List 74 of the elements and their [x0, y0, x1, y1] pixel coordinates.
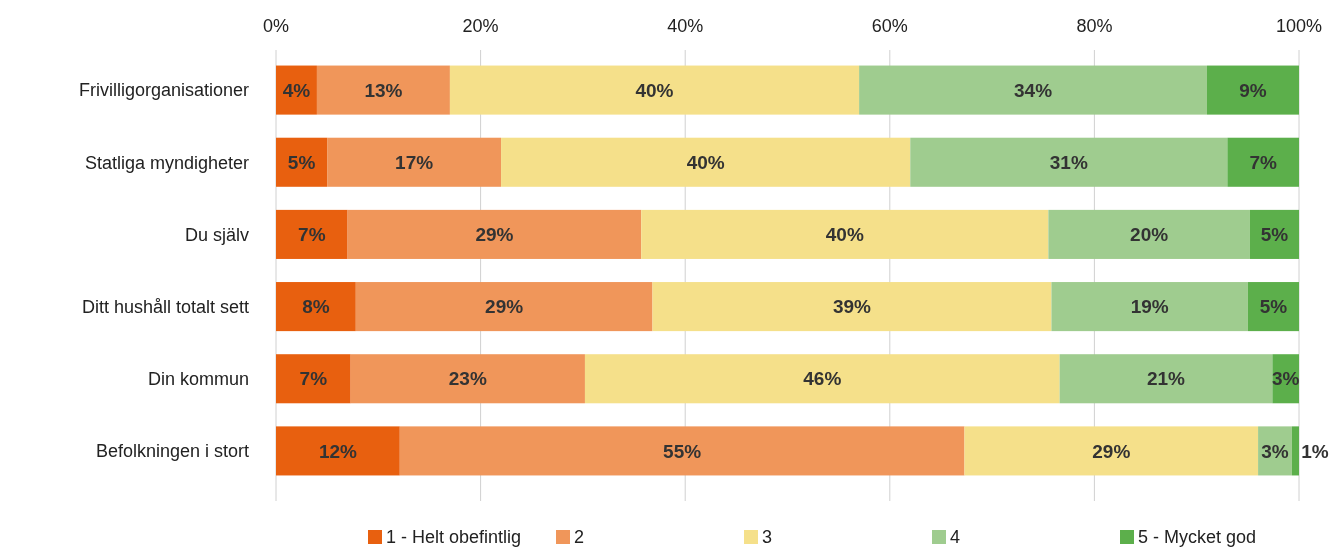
bar	[276, 426, 400, 476]
y-tick-label: Frivilligorganisationer	[78, 80, 249, 101]
data-label: 40%	[686, 151, 725, 173]
data-label: 19%	[1130, 296, 1169, 318]
legend-label: 1 - Helt obefintlig	[386, 527, 522, 547]
bar	[584, 354, 1060, 404]
y-tick-label: Befolkningen i stort	[95, 441, 249, 462]
data-label: 5%	[1260, 224, 1289, 246]
bar	[276, 354, 351, 404]
bar	[355, 282, 653, 332]
bar	[276, 282, 356, 332]
bar	[859, 65, 1207, 115]
data-label: 12%	[318, 440, 358, 462]
data-label: 55%	[663, 440, 702, 462]
data-label: 8%	[302, 296, 330, 318]
bar	[350, 354, 585, 404]
bar	[641, 209, 1049, 259]
bar	[449, 65, 860, 115]
bar	[276, 209, 348, 259]
x-tick-label: 60%	[871, 16, 908, 36]
legend-label: 5 - Mycket god	[1138, 527, 1257, 547]
data-label: 9%	[1239, 79, 1267, 101]
bar	[652, 282, 1052, 332]
bar	[1059, 354, 1273, 404]
data-label: 21%	[1146, 368, 1186, 390]
bar	[964, 426, 1259, 476]
bar	[327, 137, 502, 187]
bar	[1249, 209, 1299, 259]
data-label: 29%	[475, 224, 514, 246]
x-tick-label: 20%	[462, 16, 499, 36]
data-label: 7%	[1249, 151, 1278, 173]
data-label: 46%	[803, 368, 842, 390]
bar	[1048, 209, 1250, 259]
data-label: 31%	[1049, 151, 1088, 173]
data-label: 7%	[298, 224, 326, 246]
data-label: 7%	[299, 368, 328, 390]
bar	[1227, 137, 1299, 187]
bar	[316, 65, 450, 115]
x-tick-label: 40%	[667, 16, 704, 36]
legend-label: 2	[574, 527, 585, 547]
data-label: 5%	[1259, 296, 1288, 318]
data-label: 40%	[635, 79, 674, 101]
data-label: 39%	[832, 296, 872, 318]
bar	[1051, 282, 1248, 332]
bar	[910, 137, 1228, 187]
legend-label: 3	[762, 527, 773, 547]
bar	[347, 209, 642, 259]
data-label: 5%	[287, 151, 316, 173]
data-label: 3%	[1261, 440, 1289, 462]
data-label: 4%	[282, 79, 311, 101]
bar	[501, 137, 911, 187]
data-label: 34%	[1014, 79, 1053, 101]
data-label: 29%	[1092, 440, 1131, 462]
y-tick-label: Din kommun	[147, 369, 249, 390]
bar	[276, 137, 328, 187]
bar	[399, 426, 965, 476]
data-label: 3%	[1271, 368, 1300, 390]
data-label: 17%	[395, 151, 434, 173]
x-tick-label: 0%	[262, 16, 290, 36]
y-tick-label: Ditt hushåll totalt sett	[81, 296, 249, 317]
data-label: 23%	[448, 368, 487, 390]
bar	[1291, 426, 1299, 476]
x-tick-label: 80%	[1076, 16, 1113, 36]
y-tick-label: Du själv	[184, 224, 249, 245]
data-label: 20%	[1130, 224, 1169, 246]
bar	[1206, 65, 1299, 115]
x-tick-label: 100%	[1275, 16, 1323, 36]
data-label: 29%	[485, 296, 524, 318]
bar	[1247, 282, 1299, 332]
y-tick-label: Statliga myndigheter	[84, 152, 249, 173]
data-label: 1%	[1301, 440, 1329, 462]
data-label: 40%	[825, 224, 864, 246]
legend-label: 4	[950, 527, 961, 547]
data-label: 13%	[364, 79, 403, 101]
